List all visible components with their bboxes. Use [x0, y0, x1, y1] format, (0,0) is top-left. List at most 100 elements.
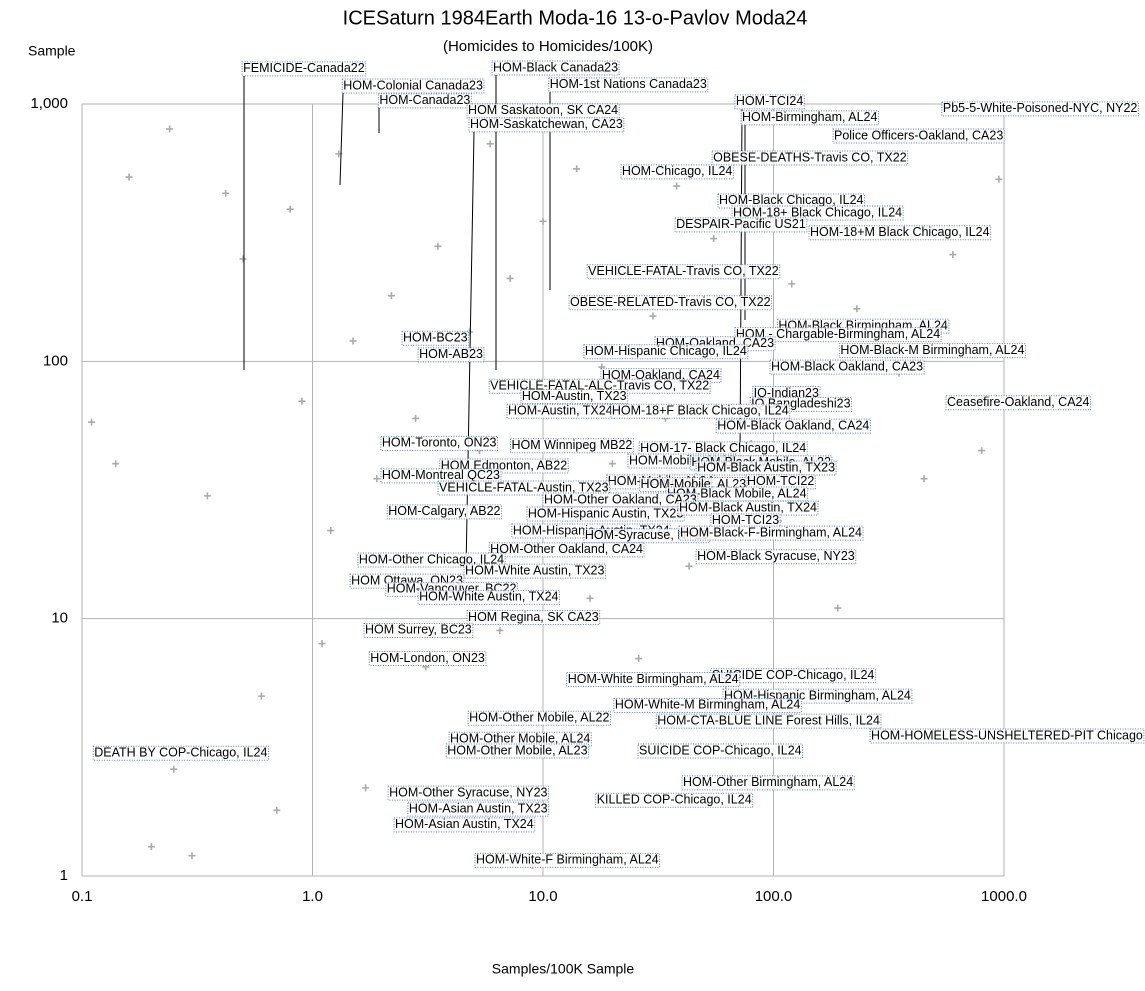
point — [362, 784, 370, 792]
annotation-label: HOM-Asian Austin, TX24 — [395, 817, 534, 831]
annotation-box — [717, 193, 865, 209]
point — [788, 280, 796, 288]
annotation-box — [583, 344, 749, 360]
annotation-label: HOM-TCI23 — [712, 513, 779, 527]
annotation-label: DEATH BY COP-Chicago, IL24 — [94, 746, 267, 760]
annotation-box — [695, 549, 857, 565]
annotation-box — [509, 438, 634, 454]
point — [203, 492, 211, 500]
annotation-box — [677, 500, 819, 516]
x-tick-label: 1000.0 — [981, 888, 1027, 905]
point — [166, 125, 174, 133]
point — [995, 175, 1003, 183]
annotation-label: Police Officers-Oakland, CA23 — [834, 128, 1003, 142]
point — [710, 235, 718, 243]
annotation-box — [407, 801, 550, 817]
annotation-label: HOM-Austin, TX24 — [508, 404, 613, 418]
x-tick-label: 10.0 — [528, 888, 557, 905]
annotation-label: FEMICIDE-Canada22 — [243, 61, 365, 75]
annotation-label: HOM-Syracuse, NY23 — [585, 528, 709, 542]
annotation-box — [711, 150, 909, 166]
annotation-box — [941, 101, 1139, 117]
point — [412, 414, 420, 422]
annotation-label: VEHICLE-FATAL-Austin, TX23 — [439, 480, 609, 494]
annotation-label: HOM-Colonial Canada23 — [343, 78, 483, 92]
annotation-box — [474, 852, 661, 868]
point — [539, 217, 547, 225]
annotation-box — [437, 480, 611, 496]
annotation-label: Pb5-5-White-Poisoned-NYC, NY22 — [943, 101, 1138, 115]
point — [188, 852, 196, 860]
point — [434, 242, 442, 250]
point — [170, 765, 178, 773]
point — [112, 460, 120, 468]
y-tick-label: 10 — [51, 610, 68, 627]
annotation-box — [506, 403, 615, 419]
point — [685, 562, 693, 570]
annotation-label: HOM-White Birmingham, AL24 — [568, 672, 739, 686]
x-tick-label: 1.0 — [302, 888, 323, 905]
annotation-box — [838, 343, 1026, 359]
x-tick-label: 0.1 — [72, 888, 93, 905]
annotation-label: HOM-AB23 — [419, 347, 483, 361]
annotation-label: HOM-Asian Austin, TX23 — [409, 801, 548, 815]
annotation-box — [548, 77, 709, 93]
point — [286, 205, 294, 213]
point — [222, 189, 230, 197]
annotation-label: HOM-1st Nations Canada23 — [550, 77, 707, 91]
annotation-label: HOM-HOMELESS-UNSHELTERED-PIT Chicago — [871, 728, 1143, 742]
annotation-label: VEHICLE-FATAL-ALC-Travis CO, TX22 — [490, 379, 709, 393]
point — [373, 475, 381, 483]
annotation-box — [945, 395, 1091, 411]
annotation-label: HOM-Other Syracuse, NY23 — [389, 785, 547, 799]
annotation-box — [417, 589, 560, 605]
annotation-box — [92, 745, 269, 761]
annotation-label: IQ-Indian23 — [754, 386, 819, 400]
annotation-label: HOM-Other Mobile, AL22 — [469, 711, 609, 725]
annotation-label: VEHICLE-FATAL-Travis CO, TX22 — [588, 264, 779, 278]
annotation-label: HOM-Black-F-Birmingham, AL24 — [680, 525, 862, 539]
annotation-box — [740, 110, 879, 126]
grid: 0.1 1.0 10.0 100.0 1000.0 1 10 100 1,000 — [30, 95, 1026, 905]
annotation-label: HOM-Calgary, AB22 — [388, 504, 500, 518]
annotation-label: HOM Surrey, BC23 — [365, 623, 472, 637]
x-tick-label: 100.0 — [755, 888, 793, 905]
annotation-box — [363, 622, 474, 638]
point — [147, 843, 155, 851]
point — [949, 251, 957, 259]
annotation-label: HOM-Black Mobile, AL24 — [667, 486, 807, 500]
x-axis-label: Samples/100K Sample — [492, 961, 635, 977]
annotation-label: HOM-White Austin, TX23 — [465, 563, 604, 577]
annotation-box — [466, 610, 601, 626]
point — [257, 692, 265, 700]
annotation-box — [869, 728, 1145, 744]
annotation-box — [491, 60, 620, 76]
annotation-box — [380, 435, 499, 451]
point — [239, 255, 247, 263]
annotation-label: HOM-18+F Black Chicago, IL24 — [612, 404, 789, 418]
annotation-label: HOM-Black Oakland, CA24 — [717, 418, 869, 432]
annotation-box — [613, 697, 802, 713]
point — [298, 397, 306, 405]
annotation-label: HOM-18+ Black Chicago, IL24 — [733, 205, 902, 219]
annotation-box — [386, 504, 503, 520]
annotation-box — [638, 441, 808, 457]
annotation-box — [542, 492, 699, 508]
y-tick-label: 100 — [43, 352, 68, 369]
annotation-label: HOM-Black Syracuse, NY23 — [697, 549, 855, 563]
annotation-label: HOM-TCI22 — [747, 474, 814, 488]
annotation-box — [808, 225, 992, 241]
point — [920, 475, 928, 483]
annotation-box — [731, 205, 904, 221]
point — [273, 806, 281, 814]
annotation-box — [678, 525, 864, 541]
annotation-box — [466, 103, 620, 119]
point — [673, 182, 681, 190]
annotation-label: HOM-Other Birmingham, AL24 — [683, 775, 853, 789]
annotation-label: HOM-White-M Birmingham, AL24 — [615, 698, 801, 712]
annotation-label: HOM - Chargable-Birmingham, AL24 — [736, 327, 940, 341]
annotation-box — [681, 775, 855, 791]
annotation-label: HOM-Black Canada23 — [493, 60, 618, 74]
annotation-label: SUICIDE COP-Chicago, IL24 — [639, 743, 802, 757]
